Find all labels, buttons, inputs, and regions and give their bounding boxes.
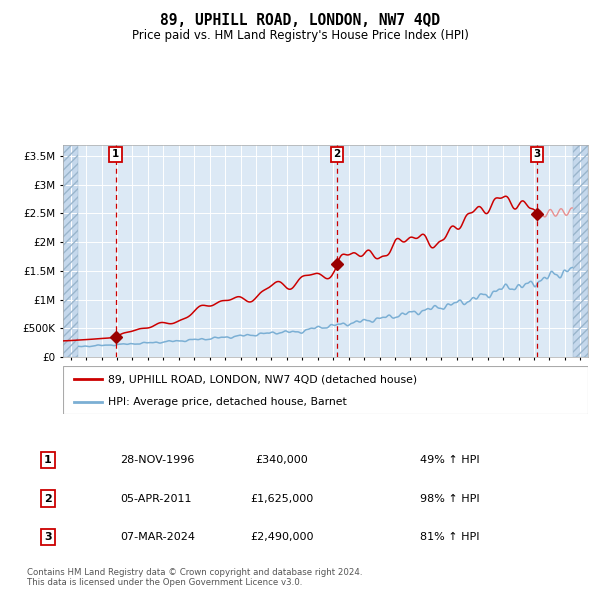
Text: 89, UPHILL ROAD, LONDON, NW7 4QD (detached house): 89, UPHILL ROAD, LONDON, NW7 4QD (detach… [107,374,417,384]
Text: 07-MAR-2024: 07-MAR-2024 [120,532,195,542]
Text: 05-APR-2011: 05-APR-2011 [120,494,191,503]
Text: 3: 3 [533,149,541,159]
Text: Contains HM Land Registry data © Crown copyright and database right 2024.: Contains HM Land Registry data © Crown c… [27,568,362,576]
Text: 28-NOV-1996: 28-NOV-1996 [120,455,194,465]
Text: 49% ↑ HPI: 49% ↑ HPI [420,455,479,465]
Text: 98% ↑ HPI: 98% ↑ HPI [420,494,479,503]
Text: Price paid vs. HM Land Registry's House Price Index (HPI): Price paid vs. HM Land Registry's House … [131,29,469,42]
Bar [572,145,588,357]
Bar [63,145,79,357]
Text: 81% ↑ HPI: 81% ↑ HPI [420,532,479,542]
Text: 89, UPHILL ROAD, LONDON, NW7 4QD: 89, UPHILL ROAD, LONDON, NW7 4QD [160,13,440,28]
Bar [63,145,79,357]
Text: HPI: Average price, detached house, Barnet: HPI: Average price, detached house, Barn… [107,396,346,407]
Text: This data is licensed under the Open Government Licence v3.0.: This data is licensed under the Open Gov… [27,578,302,587]
Text: 1: 1 [112,149,119,159]
Text: 1: 1 [44,455,52,465]
Text: £340,000: £340,000 [256,455,308,465]
Text: 2: 2 [334,149,341,159]
Bar [572,145,588,357]
Text: £1,625,000: £1,625,000 [250,494,314,503]
Text: 3: 3 [44,532,52,542]
Text: 2: 2 [44,494,52,503]
Text: £2,490,000: £2,490,000 [250,532,314,542]
